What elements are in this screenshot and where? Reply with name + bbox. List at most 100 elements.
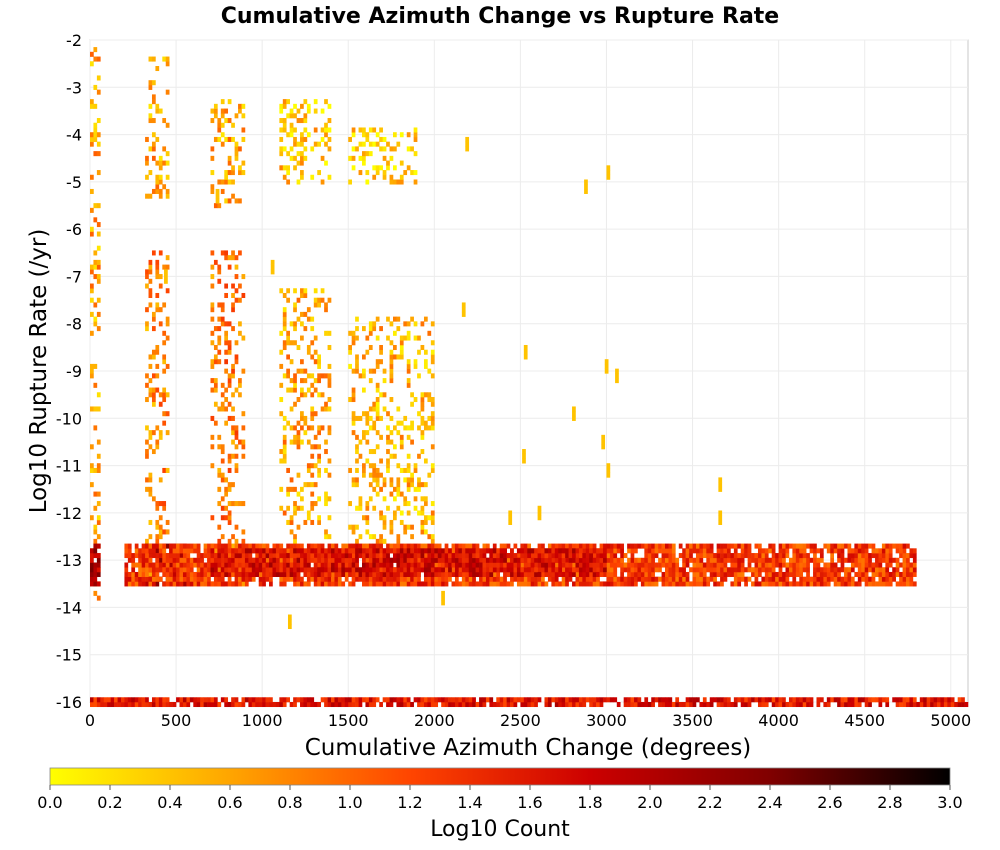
heatmap-cell [341, 702, 346, 708]
heatmap-cell [155, 538, 160, 544]
heatmap-cell [599, 571, 604, 577]
heatmap-cell [134, 576, 139, 582]
heatmap-cell [823, 543, 828, 549]
heatmap-cell [327, 515, 332, 521]
heatmap-cell [420, 392, 425, 398]
heatmap-cell [358, 534, 363, 540]
y-tick-label: -15 [56, 646, 82, 665]
heatmap-cell [151, 576, 156, 582]
heatmap-cell [300, 697, 304, 703]
heatmap-cell [778, 562, 783, 568]
heatmap-cell [582, 571, 587, 577]
heatmap-cell [217, 122, 222, 128]
heatmap-cell [399, 557, 404, 563]
heatmap-cell [899, 576, 903, 582]
heatmap-cell [778, 576, 783, 582]
heatmap-cell [300, 486, 304, 492]
heatmap-cell [372, 425, 377, 431]
heatmap-cell [651, 553, 655, 559]
heatmap-cell [324, 330, 328, 336]
heatmap-cell [375, 543, 380, 549]
heatmap-cell [324, 576, 328, 582]
heatmap-cell [176, 562, 180, 568]
heatmap-cell [523, 548, 528, 554]
heatmap-cell [368, 463, 373, 469]
heatmap-cell [151, 94, 156, 100]
heatmap-cell [155, 501, 160, 507]
heatmap-cell [558, 543, 563, 549]
heatmap-cell [506, 702, 511, 708]
heatmap-cell [286, 519, 290, 525]
heatmap-cell [744, 567, 748, 573]
heatmap-cell [324, 534, 328, 540]
heatmap-cell [720, 548, 724, 554]
heatmap-cell [410, 316, 414, 322]
heatmap-cell [413, 397, 418, 403]
heatmap-cell [224, 397, 229, 403]
heatmap-cell [93, 316, 98, 322]
heatmap-cell [189, 548, 194, 554]
heatmap-cell [665, 557, 669, 563]
heatmap-cell [215, 193, 220, 199]
heatmap-cell [561, 557, 566, 563]
heatmap-cell [468, 553, 473, 559]
heatmap-cell [238, 439, 242, 445]
heatmap-cell [224, 515, 229, 521]
heatmap-cell [296, 543, 301, 549]
heatmap-cell [379, 136, 383, 142]
heatmap-cell [875, 697, 879, 703]
heatmap-cell [427, 330, 432, 336]
heatmap-cell [485, 557, 490, 563]
heatmap-cell [551, 553, 556, 559]
heatmap-cell [262, 562, 266, 568]
heatmap-cell [406, 378, 411, 384]
heatmap-cell [362, 567, 366, 573]
heatmap-cell [420, 557, 425, 563]
heatmap-cell [327, 103, 332, 109]
heatmap-cell [289, 340, 294, 346]
heatmap-cell [151, 155, 156, 161]
heatmap-cell [709, 697, 714, 703]
heatmap-cell [658, 557, 662, 563]
heatmap-cell [613, 567, 618, 573]
heatmap-cell [158, 524, 163, 530]
heatmap-cell [878, 562, 883, 568]
heatmap-cell [296, 562, 301, 568]
heatmap-cell [675, 581, 680, 587]
heatmap-cell [227, 321, 232, 327]
heatmap-cell [217, 467, 222, 473]
heatmap-cell [902, 702, 907, 708]
heatmap-cell [413, 496, 418, 502]
heatmap-cell [151, 349, 156, 355]
heatmap-cell [389, 354, 394, 360]
heatmap-cell [327, 581, 332, 587]
heatmap-cell [289, 146, 294, 152]
heatmap-cell [778, 581, 783, 587]
heatmap-cell [210, 697, 215, 703]
heatmap-cell [757, 581, 762, 587]
heatmap-cell [286, 505, 290, 511]
heatmap-cell [279, 136, 284, 142]
heatmap-cell [145, 439, 149, 445]
heatmap-cell [300, 581, 304, 587]
heatmap-cell [403, 524, 408, 530]
heatmap-cell [351, 557, 356, 563]
heatmap-cell [300, 439, 304, 445]
heatmap-cell [265, 697, 270, 703]
heatmap-cell [685, 562, 690, 568]
heatmap-cell [665, 702, 669, 708]
heatmap-cell [589, 697, 593, 703]
heatmap-cell [375, 363, 380, 369]
heatmap-cell [165, 89, 170, 95]
heatmap-cell [93, 576, 98, 582]
heatmap-cell [448, 576, 452, 582]
heatmap-cell [651, 702, 655, 708]
heatmap-cell [878, 576, 883, 582]
heatmap-cell [306, 307, 311, 313]
heatmap-cell [220, 113, 225, 119]
heatmap-cell [196, 557, 201, 563]
heatmap-cell [702, 697, 707, 703]
heatmap-cell [427, 392, 432, 398]
heatmap-cell [654, 576, 659, 582]
y-tick-label: -12 [56, 504, 82, 523]
